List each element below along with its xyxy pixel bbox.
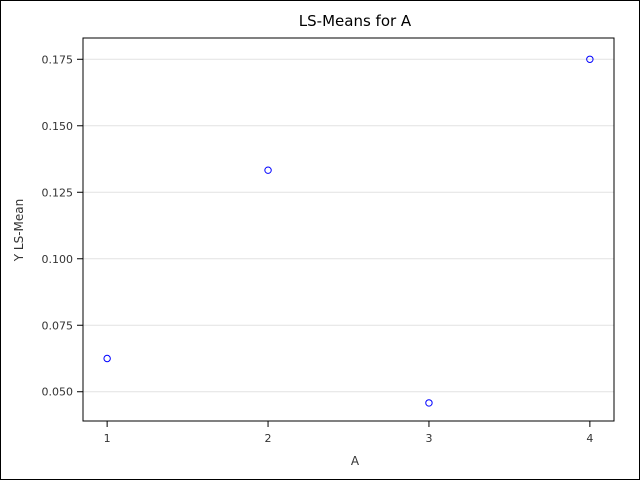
y-axis-ticks: 0.050 0.075 0.100 0.125 0.150 0.175 [42, 53, 83, 399]
x-tick-label: 2 [265, 432, 272, 445]
x-tick-label: 1 [104, 432, 111, 445]
data-point [425, 399, 433, 407]
y-tick-label: 0.175 [42, 53, 74, 66]
data-point [103, 354, 111, 363]
y-tick-label: 0.100 [42, 253, 74, 266]
x-tick-label: 4 [586, 432, 593, 445]
grid-lines [83, 58, 614, 393]
y-tick-label: 0.150 [42, 120, 74, 133]
data-points [103, 55, 594, 407]
x-tick-label: 3 [425, 432, 432, 445]
x-axis-ticks: 1 2 3 4 [104, 421, 593, 445]
y-tick-label: 0.050 [42, 386, 74, 399]
x-axis-label: A [351, 454, 360, 468]
y-tick-label: 0.075 [42, 319, 74, 332]
data-point [586, 55, 594, 63]
chart-title: LS-Means for A [299, 12, 412, 30]
y-axis-label: Y LS-Mean [12, 199, 26, 262]
data-point [264, 166, 272, 174]
plot-area [82, 37, 615, 422]
y-tick-label: 0.125 [42, 186, 74, 199]
